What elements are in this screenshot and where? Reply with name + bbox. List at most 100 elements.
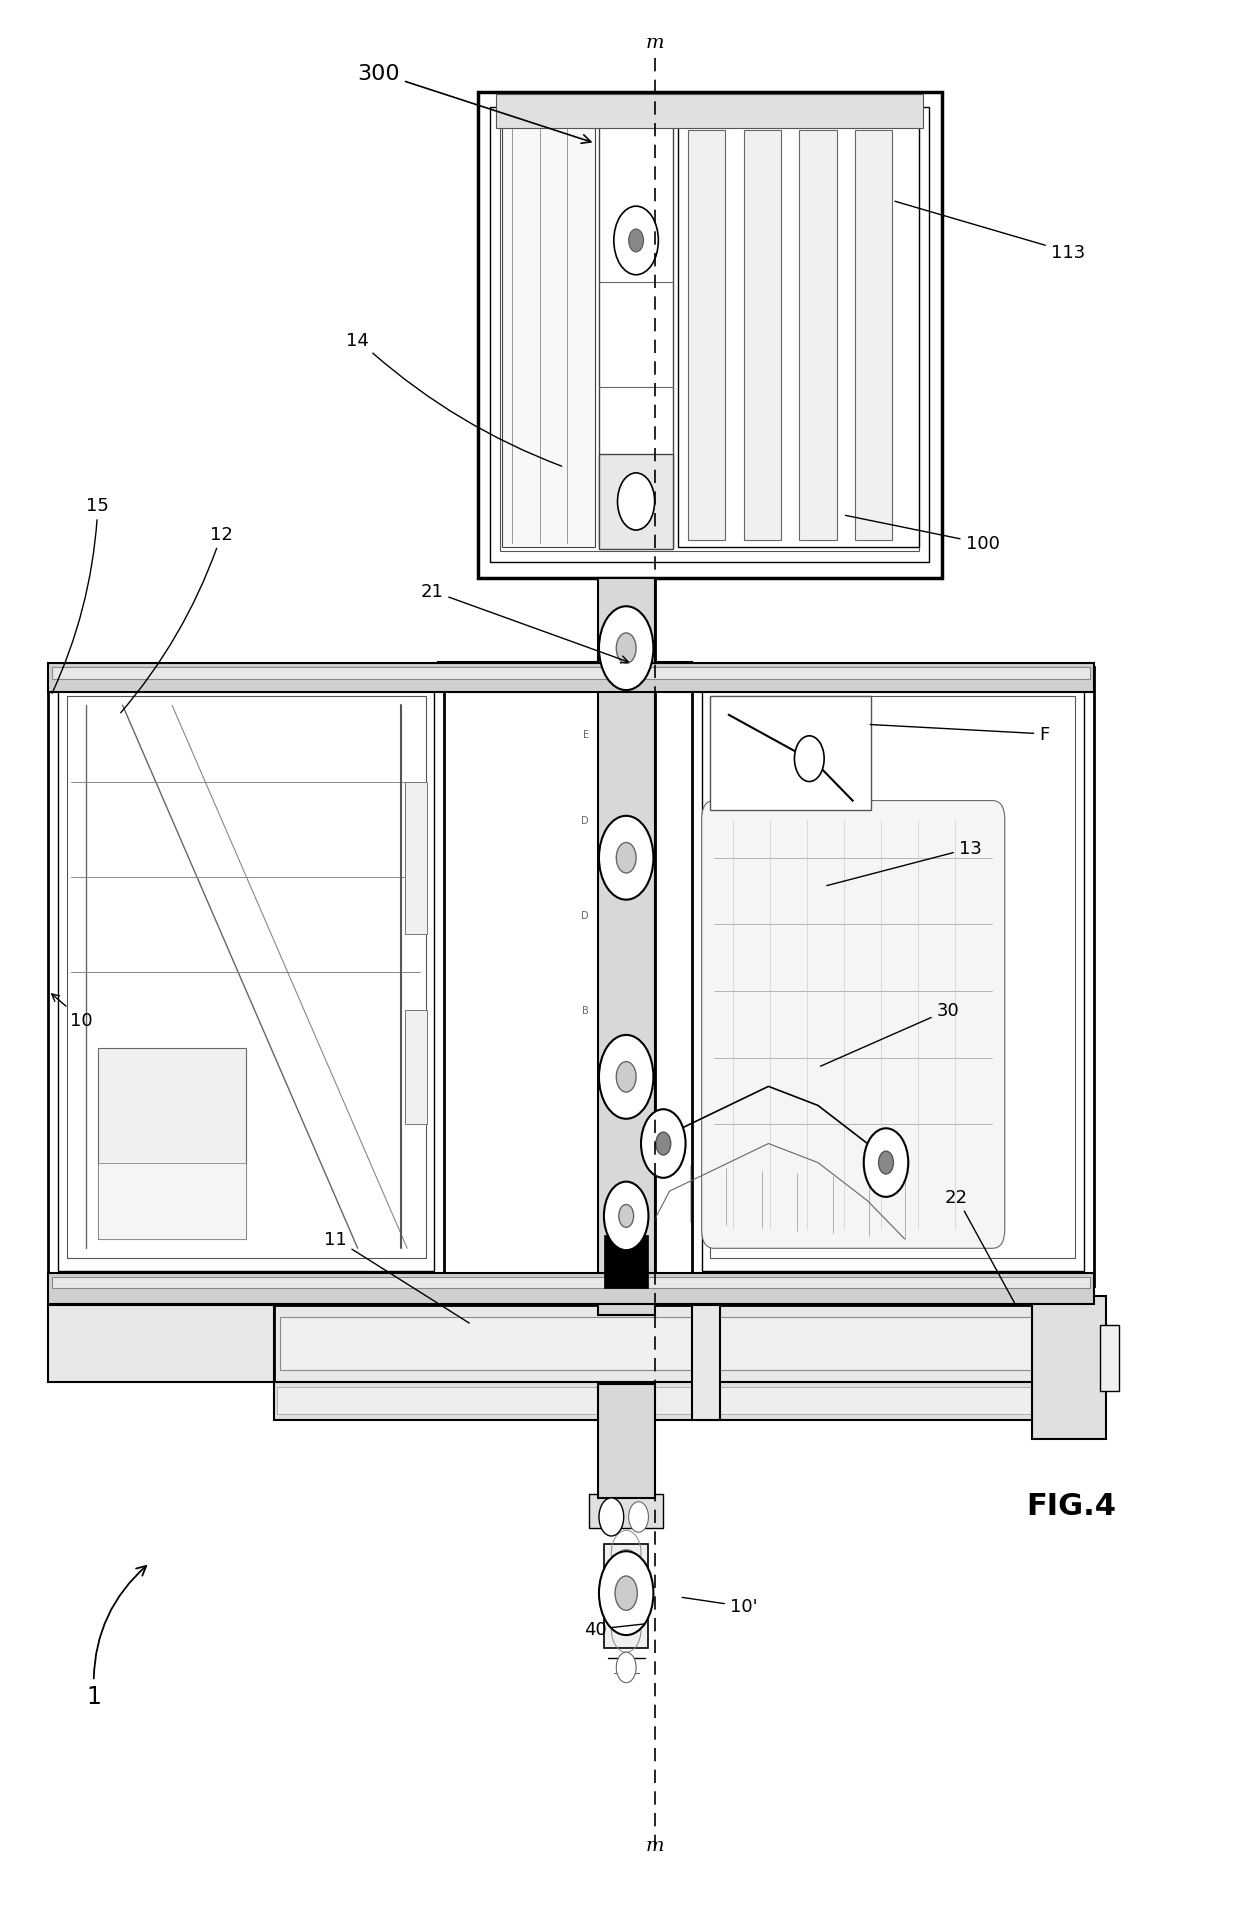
Circle shape — [864, 1129, 908, 1198]
Bar — [800, 132, 837, 540]
Bar — [688, 132, 725, 540]
Bar — [404, 1011, 427, 1125]
Bar — [479, 95, 940, 118]
Bar — [920, 95, 940, 576]
Bar — [711, 696, 1075, 1259]
Circle shape — [795, 736, 825, 782]
Bar — [702, 683, 1084, 1272]
Bar — [496, 95, 923, 130]
Circle shape — [629, 1503, 649, 1533]
Bar — [48, 1274, 1094, 1304]
Text: D: D — [582, 910, 589, 921]
Bar — [500, 120, 919, 551]
Bar — [1032, 1297, 1106, 1440]
Text: 100: 100 — [846, 517, 999, 553]
Circle shape — [656, 1133, 671, 1156]
Bar — [601, 1142, 651, 1161]
Bar — [502, 124, 595, 547]
Text: 40: 40 — [584, 1621, 645, 1638]
Bar — [274, 1306, 1078, 1383]
Text: 11: 11 — [324, 1230, 469, 1323]
Text: D: D — [582, 814, 589, 826]
Bar — [604, 1236, 649, 1289]
Bar — [67, 696, 425, 1259]
Bar — [601, 990, 651, 1009]
Bar — [601, 654, 651, 673]
Bar — [693, 669, 1092, 692]
Bar — [655, 662, 692, 681]
Text: 10: 10 — [52, 994, 93, 1030]
Bar — [601, 685, 651, 704]
Bar — [280, 1318, 1071, 1371]
Bar — [58, 683, 434, 1272]
Bar — [601, 1392, 651, 1411]
Circle shape — [616, 1062, 636, 1093]
Bar — [48, 1306, 274, 1383]
Circle shape — [641, 1110, 686, 1179]
Circle shape — [616, 633, 636, 664]
Bar — [604, 1545, 649, 1648]
Bar — [601, 807, 651, 826]
Bar — [52, 1278, 1090, 1289]
Text: 30: 30 — [821, 1001, 960, 1066]
Bar — [274, 1383, 1078, 1421]
Bar — [744, 132, 781, 540]
Bar — [599, 124, 673, 547]
Bar — [601, 837, 651, 856]
Bar — [601, 1423, 651, 1442]
Text: 21: 21 — [420, 584, 629, 664]
FancyBboxPatch shape — [702, 801, 1004, 1249]
Bar — [601, 1484, 651, 1503]
Bar — [50, 669, 443, 692]
Text: B: B — [583, 1005, 589, 1016]
Bar — [601, 1020, 651, 1039]
Bar — [601, 1173, 651, 1192]
Text: 12: 12 — [120, 526, 233, 713]
Circle shape — [599, 1552, 653, 1634]
Text: m: m — [645, 1836, 663, 1854]
Bar — [50, 1262, 443, 1285]
Bar — [598, 1384, 655, 1499]
Bar — [601, 593, 651, 612]
Circle shape — [618, 473, 655, 530]
Bar — [601, 868, 651, 887]
Bar — [601, 776, 651, 795]
Bar — [599, 454, 673, 549]
Text: 10': 10' — [682, 1598, 758, 1615]
Bar — [589, 1495, 663, 1529]
Circle shape — [879, 1152, 894, 1175]
Bar — [438, 662, 655, 681]
Text: 300: 300 — [357, 63, 590, 145]
Bar — [50, 692, 64, 1262]
Bar — [678, 124, 919, 547]
Circle shape — [599, 1036, 653, 1119]
Bar — [711, 696, 872, 810]
Bar — [601, 1081, 651, 1100]
Circle shape — [629, 231, 644, 254]
Text: 1: 1 — [87, 1566, 146, 1709]
Bar — [601, 1234, 651, 1253]
Text: F: F — [870, 725, 1049, 744]
Bar — [601, 1295, 651, 1314]
Text: E: E — [583, 730, 589, 740]
Text: m: m — [645, 34, 663, 51]
Bar — [692, 1306, 720, 1421]
Text: 13: 13 — [827, 839, 982, 887]
Bar — [479, 95, 498, 576]
Bar — [52, 667, 1090, 679]
Circle shape — [616, 843, 636, 873]
Bar — [601, 746, 651, 765]
Bar — [98, 1049, 247, 1240]
Bar — [601, 959, 651, 978]
Bar — [693, 1262, 1092, 1285]
Circle shape — [599, 606, 653, 690]
Bar — [601, 1453, 651, 1472]
Bar — [601, 1203, 651, 1222]
Bar — [744, 132, 781, 540]
Bar — [692, 667, 1094, 1287]
Circle shape — [614, 208, 658, 277]
Text: 22: 22 — [945, 1188, 1014, 1302]
Bar — [278, 1388, 1074, 1415]
Circle shape — [615, 1577, 637, 1610]
Bar — [601, 1051, 651, 1070]
